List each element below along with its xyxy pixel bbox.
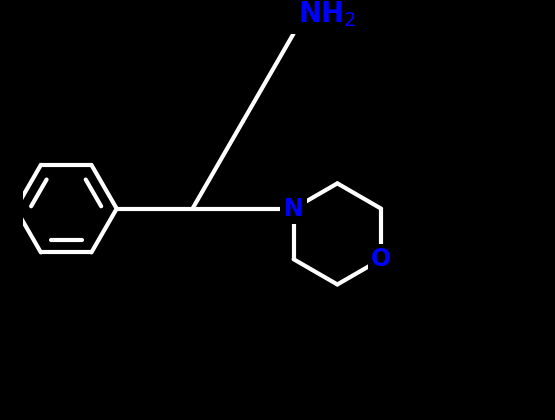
Text: O: O — [371, 247, 391, 271]
Text: NH$_2$: NH$_2$ — [298, 0, 356, 29]
Text: N: N — [284, 197, 304, 220]
